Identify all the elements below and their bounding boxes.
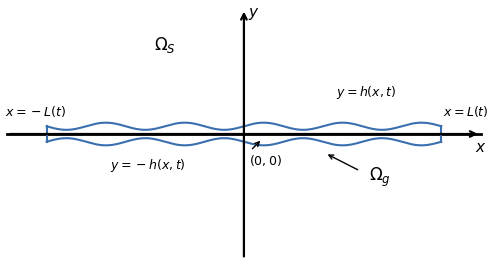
Text: $y = -h(x,t)$: $y = -h(x,t)$ — [110, 157, 186, 174]
Text: $x$: $x$ — [475, 140, 486, 155]
Text: $\Omega_S$: $\Omega_S$ — [154, 35, 176, 54]
Text: $y = h(x,t)$: $y = h(x,t)$ — [336, 84, 396, 101]
Text: $x = -L(t)$: $x = -L(t)$ — [5, 104, 66, 119]
Text: $\Omega_g$: $\Omega_g$ — [369, 165, 390, 189]
Text: $y$: $y$ — [248, 6, 260, 22]
Text: $(0,0)$: $(0,0)$ — [249, 153, 282, 168]
Text: $x = L(t)$: $x = L(t)$ — [444, 104, 489, 119]
